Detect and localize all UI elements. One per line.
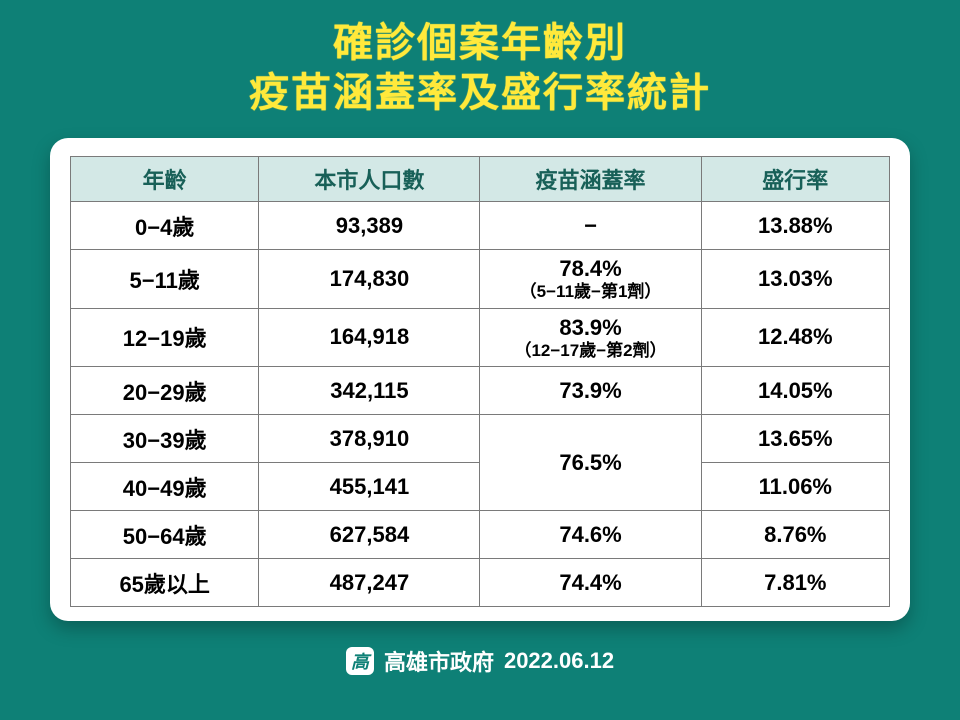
- cov-value: 78.4%: [559, 256, 621, 281]
- table-row: 30−39歲 378,910 76.5% 13.65%: [71, 415, 890, 463]
- cell-age: 65歲以上: [71, 559, 259, 607]
- cell-prev: 12.48%: [701, 308, 889, 367]
- cell-cov: 74.4%: [480, 559, 701, 607]
- cell-pop: 487,247: [259, 559, 480, 607]
- cell-cov: 73.9%: [480, 367, 701, 415]
- table-card: 年齡 本市人口數 疫苗涵蓋率 盛行率 0−4歲 93,389 − 13.88% …: [50, 138, 910, 621]
- cell-pop: 378,910: [259, 415, 480, 463]
- table-row: 5−11歲 174,830 78.4% （5−11歲−第1劑） 13.03%: [71, 250, 890, 309]
- table-header-row: 年齡 本市人口數 疫苗涵蓋率 盛行率: [71, 157, 890, 202]
- cell-age: 20−29歲: [71, 367, 259, 415]
- cov-note: （5−11歲−第1劑）: [484, 282, 696, 302]
- cell-pop: 342,115: [259, 367, 480, 415]
- cell-pop: 455,141: [259, 463, 480, 511]
- col-prevalence: 盛行率: [701, 157, 889, 202]
- cell-prev: 7.81%: [701, 559, 889, 607]
- table-row: 50−64歲 627,584 74.6% 8.76%: [71, 511, 890, 559]
- cell-prev: 11.06%: [701, 463, 889, 511]
- cell-prev: 8.76%: [701, 511, 889, 559]
- col-population: 本市人口數: [259, 157, 480, 202]
- cell-age: 0−4歲: [71, 202, 259, 250]
- table-row: 65歲以上 487,247 74.4% 7.81%: [71, 559, 890, 607]
- footer: 高 高雄市政府 2022.06.12: [346, 645, 614, 677]
- stats-table: 年齡 本市人口數 疫苗涵蓋率 盛行率 0−4歲 93,389 − 13.88% …: [70, 156, 890, 607]
- footer-date: 2022.06.12: [504, 648, 614, 674]
- cell-pop: 93,389: [259, 202, 480, 250]
- cell-pop: 627,584: [259, 511, 480, 559]
- title-line-2: 疫苗涵蓋率及盛行率統計: [249, 71, 711, 115]
- cell-age: 5−11歲: [71, 250, 259, 309]
- cell-age: 30−39歲: [71, 415, 259, 463]
- cell-cov-merged: 76.5%: [480, 415, 701, 511]
- cell-pop: 174,830: [259, 250, 480, 309]
- cell-prev: 14.05%: [701, 367, 889, 415]
- page: 確診個案年齡別 疫苗涵蓋率及盛行率統計 年齡 本市人口數 疫苗涵蓋率 盛行率 0…: [0, 0, 960, 720]
- col-coverage: 疫苗涵蓋率: [480, 157, 701, 202]
- cell-prev: 13.88%: [701, 202, 889, 250]
- page-title: 確診個案年齡別 疫苗涵蓋率及盛行率統計: [249, 18, 711, 118]
- cell-cov: −: [480, 202, 701, 250]
- cell-cov: 74.6%: [480, 511, 701, 559]
- cov-value: 83.9%: [559, 315, 621, 340]
- cell-age: 50−64歲: [71, 511, 259, 559]
- title-line-1: 確診個案年齡別: [333, 21, 627, 65]
- cov-note: （12−17歲−第2劑）: [484, 341, 696, 361]
- logo-icon: 高: [346, 647, 374, 675]
- cell-age: 40−49歲: [71, 463, 259, 511]
- col-age: 年齡: [71, 157, 259, 202]
- cell-prev: 13.03%: [701, 250, 889, 309]
- table-row: 0−4歲 93,389 − 13.88%: [71, 202, 890, 250]
- table-row: 12−19歲 164,918 83.9% （12−17歲−第2劑） 12.48%: [71, 308, 890, 367]
- cell-prev: 13.65%: [701, 415, 889, 463]
- cell-age: 12−19歲: [71, 308, 259, 367]
- footer-org: 高雄市政府: [384, 645, 494, 677]
- table-row: 20−29歲 342,115 73.9% 14.05%: [71, 367, 890, 415]
- cell-cov: 78.4% （5−11歲−第1劑）: [480, 250, 701, 309]
- cell-pop: 164,918: [259, 308, 480, 367]
- cell-cov: 83.9% （12−17歲−第2劑）: [480, 308, 701, 367]
